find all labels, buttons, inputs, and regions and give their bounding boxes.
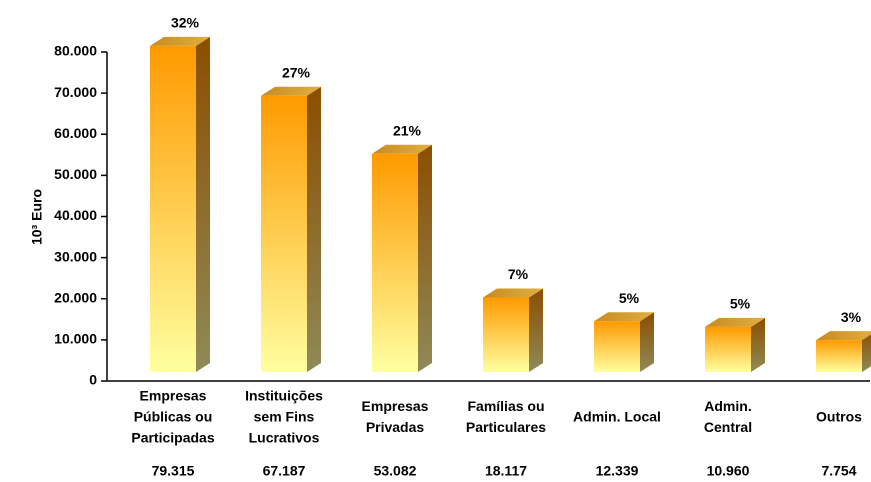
share-label: 3% (841, 309, 862, 325)
y-tick-label: 50.000 (54, 166, 97, 182)
bar (816, 331, 871, 372)
bar-top (150, 36, 210, 46)
bar-front (261, 95, 307, 372)
bar (705, 317, 765, 372)
x-tick-label: Famílias ou (467, 398, 544, 414)
bar-side (307, 86, 321, 372)
bar (150, 36, 210, 372)
bar-top (261, 86, 321, 96)
value-label: 7.754 (821, 463, 856, 479)
bar-side (751, 317, 765, 372)
bar-side (418, 144, 432, 372)
share-label: 21% (393, 122, 422, 138)
x-tick-label: Lucrativos (249, 430, 320, 446)
bar-front (816, 340, 862, 372)
value-label: 18.117 (485, 463, 527, 479)
x-tick-label: Privadas (366, 419, 425, 435)
y-tick-label: 0 (89, 372, 97, 388)
bar (261, 86, 321, 372)
bar-top (594, 312, 654, 322)
share-label: 32% (171, 15, 200, 31)
y-axis-label: 10³ Euro (29, 189, 45, 245)
bar-side (862, 334, 871, 372)
x-tick-label: Instituições (245, 388, 323, 404)
bar (483, 288, 543, 372)
bar-top (483, 288, 543, 298)
share-label: 5% (619, 290, 640, 306)
value-label: 79.315 (152, 463, 195, 479)
value-label: 53.082 (374, 463, 417, 479)
x-tick-label: Particulares (466, 419, 546, 435)
y-tick-label: 20.000 (54, 289, 97, 305)
x-tick-label: Públicas ou (134, 409, 213, 425)
bar-top (372, 144, 432, 154)
share-label: 7% (508, 266, 529, 282)
bar-side (529, 288, 543, 372)
bar-top (705, 317, 765, 327)
x-tick-label: Admin. Local (573, 409, 661, 425)
bar (594, 312, 654, 372)
x-tick-label: Empresas (140, 388, 207, 404)
bar-side (640, 312, 654, 372)
y-tick-label: 80.000 (54, 43, 97, 59)
bar-front (594, 321, 640, 372)
x-tick-label: Participadas (131, 430, 214, 446)
share-label: 5% (730, 296, 751, 312)
y-tick-label: 30.000 (54, 248, 97, 264)
bar-top (816, 331, 871, 341)
value-label: 12.339 (596, 463, 639, 479)
x-tick-label: Admin. (704, 398, 751, 414)
y-tick-label: 60.000 (54, 125, 97, 141)
y-tick-label: 70.000 (54, 84, 97, 100)
y-tick-label: 40.000 (54, 207, 97, 223)
bar-front (483, 297, 529, 372)
x-tick-label: Empresas (362, 398, 429, 414)
value-label: 10.960 (707, 463, 750, 479)
x-tick-label: Outros (816, 409, 862, 425)
x-tick-label: Central (704, 419, 752, 435)
value-label: 67.187 (263, 463, 306, 479)
bar (372, 144, 432, 372)
share-label: 27% (282, 64, 311, 80)
bar-front (372, 153, 418, 372)
bar-front (150, 45, 196, 372)
y-tick-label: 10.000 (54, 331, 97, 347)
x-tick-label: sem Fins (254, 409, 315, 425)
bar-side (196, 36, 210, 372)
bar-front (705, 326, 751, 372)
